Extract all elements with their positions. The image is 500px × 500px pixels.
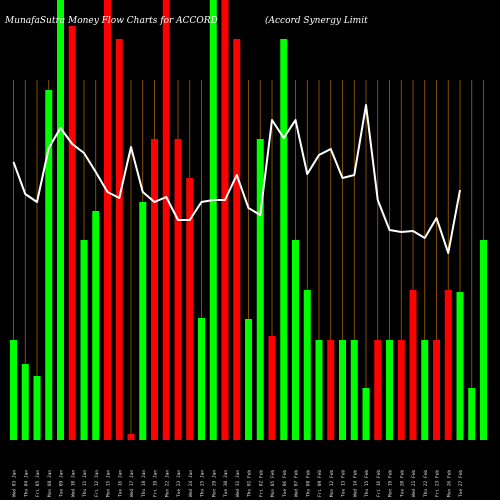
x-tick-label: Mon 26 Feb [446, 470, 452, 497]
bar-down [444, 290, 452, 440]
bar-up [280, 39, 288, 440]
x-tick-label: Fri 16 Feb [376, 470, 382, 497]
x-tick-label: Fri 19 Jan [153, 470, 159, 497]
bar-down [127, 434, 135, 440]
bar-down [221, 0, 229, 440]
chart-title-left: MunafaSutra Money Flow Charts for ACCORD [4, 16, 218, 26]
bar-down [327, 340, 335, 440]
x-tick-label: Thu 04 Jan [23, 470, 29, 497]
bar-up [362, 388, 370, 440]
x-tick-label: Tue 06 Feb [282, 470, 288, 497]
x-tick-label: Thu 01 Feb [247, 470, 253, 497]
bar-down [115, 39, 123, 440]
x-tick-label: Tue 09 Jan [59, 470, 65, 497]
x-tick-label: Thu 18 Jan [141, 470, 147, 497]
bar-up [339, 340, 346, 440]
bar-up [33, 376, 41, 440]
x-tick-label: Wed 17 Jan [129, 470, 135, 497]
bar-up [57, 0, 64, 440]
x-tick-label: Thu 08 Feb [305, 470, 311, 497]
bar-up [92, 211, 100, 440]
x-tick-label: Wed 24 Jan [188, 470, 194, 497]
x-tick-label: Wed 31 Jan [235, 470, 241, 497]
bar-down [409, 290, 417, 440]
bar-up [10, 340, 17, 440]
x-tick-label: Mon 15 Jan [106, 470, 112, 497]
x-tick-label: Wed 14 Feb [352, 470, 358, 497]
bar-down [268, 336, 276, 440]
x-tick-label: Wed 07 Feb [294, 470, 300, 497]
x-tick-label: Thu 22 Feb [423, 470, 429, 497]
x-tick-label: Mon 12 Feb [329, 470, 335, 497]
x-tick-labels: Wed 03 Jan Thu 04 Jan Fri 05 Jan Mon 08 Jan… [12, 470, 465, 497]
money-flow-line-path [12, 104, 461, 254]
bar-up [139, 202, 147, 440]
bar-up [45, 90, 53, 440]
x-tick-label: Fri 12 Jan [94, 470, 100, 497]
bar-down [397, 340, 405, 440]
bar-up [245, 319, 252, 440]
x-tick-label: Mon 05 Feb [270, 470, 276, 497]
bar-down [174, 139, 182, 440]
bar-up [456, 292, 464, 440]
x-tick-label: Thu 11 Jan [82, 470, 88, 497]
bar-up [315, 340, 323, 440]
bar-down [374, 340, 382, 440]
x-tick-label: Fri 23 Feb [435, 470, 441, 497]
bar-down [104, 0, 111, 440]
x-tick-label: Thu 15 Feb [364, 470, 370, 497]
x-tick-label: Fri 05 Jan [35, 470, 41, 497]
bar-up [386, 340, 393, 440]
bar-up [209, 0, 217, 440]
bar-down [162, 0, 170, 440]
x-tick-label: Wed 21 Feb [411, 470, 417, 497]
bar-up [256, 139, 264, 440]
bar-up [80, 240, 88, 440]
bar-up [292, 240, 299, 440]
x-tick-label: Tue 16 Jan [117, 470, 123, 497]
x-tick-label: Mon 08 Jan [47, 470, 53, 497]
x-tick-label: Thu 25 Jan [200, 470, 206, 497]
x-tick-label: Wed 03 Jan [12, 470, 18, 497]
bar-up [350, 340, 358, 440]
bar-up [421, 340, 429, 440]
x-tick-label: Mon 22 Jan [164, 470, 170, 497]
x-tick-label: Tue 27 Feb [458, 470, 464, 497]
x-tick-label: Wed 10 Jan [70, 470, 76, 497]
bar-up [303, 290, 311, 440]
bar-down [433, 340, 440, 440]
x-tick-label: Tue 23 Jan [176, 470, 182, 497]
bar-down [186, 178, 194, 440]
x-tick-label: Mon 19 Feb [388, 470, 394, 497]
bar-down [151, 139, 158, 440]
bar-up [21, 364, 29, 440]
bar-down [68, 26, 76, 440]
money-flow-line [12, 104, 461, 254]
x-tick-label: Tue 30 Jan [223, 470, 229, 497]
x-tick-label: Fri 09 Feb [317, 470, 323, 497]
x-tick-label: Tue 13 Feb [341, 470, 347, 497]
bar-down [233, 39, 241, 440]
x-tick-label: Fri 02 Feb [258, 470, 264, 497]
chart-title-right: (Accord Synergy Limit [265, 15, 368, 26]
bar-up [198, 318, 205, 440]
bar-up [468, 388, 476, 440]
x-tick-label: Mon 29 Jan [211, 470, 217, 497]
x-tick-label: Tue 20 Feb [399, 470, 405, 497]
bar-series [10, 0, 487, 440]
bar-up [480, 240, 487, 440]
